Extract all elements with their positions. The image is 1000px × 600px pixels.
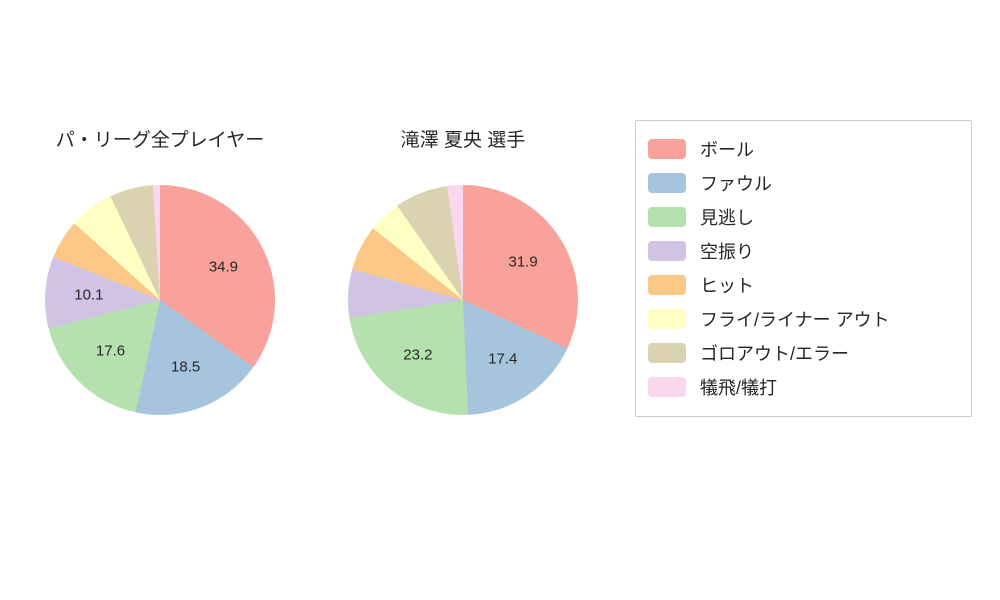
- legend-item: ゴロアウト/エラー: [648, 336, 957, 370]
- legend-label: 空振り: [700, 242, 754, 262]
- right-pie-block: 滝澤 夏央 選手 31.9 17.4 23.2: [348, 130, 578, 415]
- legend-item: 空振り: [648, 234, 957, 268]
- legend-label: ボール: [700, 140, 754, 160]
- legend-swatch: [648, 241, 686, 261]
- left-pie-block: パ・リーグ全プレイヤー 34.9 18.5 17.6 10.1: [45, 130, 275, 415]
- legend-item: 見逃し: [648, 200, 957, 234]
- legend-label: フライ/ライナー アウト: [700, 310, 890, 330]
- slice-value-label: 31.9: [508, 253, 538, 271]
- slice-value-label: 17.4: [488, 350, 518, 368]
- left-pie-chart: 34.9 18.5 17.6 10.1: [45, 185, 275, 415]
- legend-swatch: [648, 139, 686, 159]
- slice-value-label: 10.1: [74, 286, 104, 304]
- legend-item: ボール: [648, 132, 957, 166]
- slice-value-label: 34.9: [208, 258, 239, 276]
- legend-item: 犠飛/犠打: [648, 370, 957, 404]
- right-pie-title: 滝澤 夏央 選手: [400, 130, 526, 151]
- legend-label: ファウル: [700, 174, 772, 194]
- slice-value-label: 18.5: [171, 358, 201, 376]
- legend-swatch: [648, 173, 686, 193]
- legend-item: ヒット: [648, 268, 957, 302]
- legend-item: フライ/ライナー アウト: [648, 302, 957, 336]
- legend-label: ゴロアウト/エラー: [700, 344, 850, 364]
- legend-item: ファウル: [648, 166, 957, 200]
- legend-swatch: [648, 377, 686, 397]
- legend-label: 見逃し: [700, 208, 754, 228]
- left-pie-title: パ・リーグ全プレイヤー: [55, 130, 265, 151]
- slice-value-label: 23.2: [403, 346, 433, 364]
- legend-swatch: [648, 309, 686, 329]
- legend-swatch: [648, 343, 686, 363]
- right-pie-chart: 31.9 17.4 23.2: [348, 185, 578, 415]
- legend-swatch: [648, 275, 686, 295]
- legend: ボールファウル見逃し空振りヒットフライ/ライナー アウト ゴロアウト/エラー 犠飛/…: [635, 120, 972, 417]
- legend-label: ヒット: [700, 276, 754, 296]
- legend-label: 犠飛/犠打: [700, 378, 778, 398]
- slice-value-label: 17.6: [95, 342, 126, 360]
- legend-swatch: [648, 207, 686, 227]
